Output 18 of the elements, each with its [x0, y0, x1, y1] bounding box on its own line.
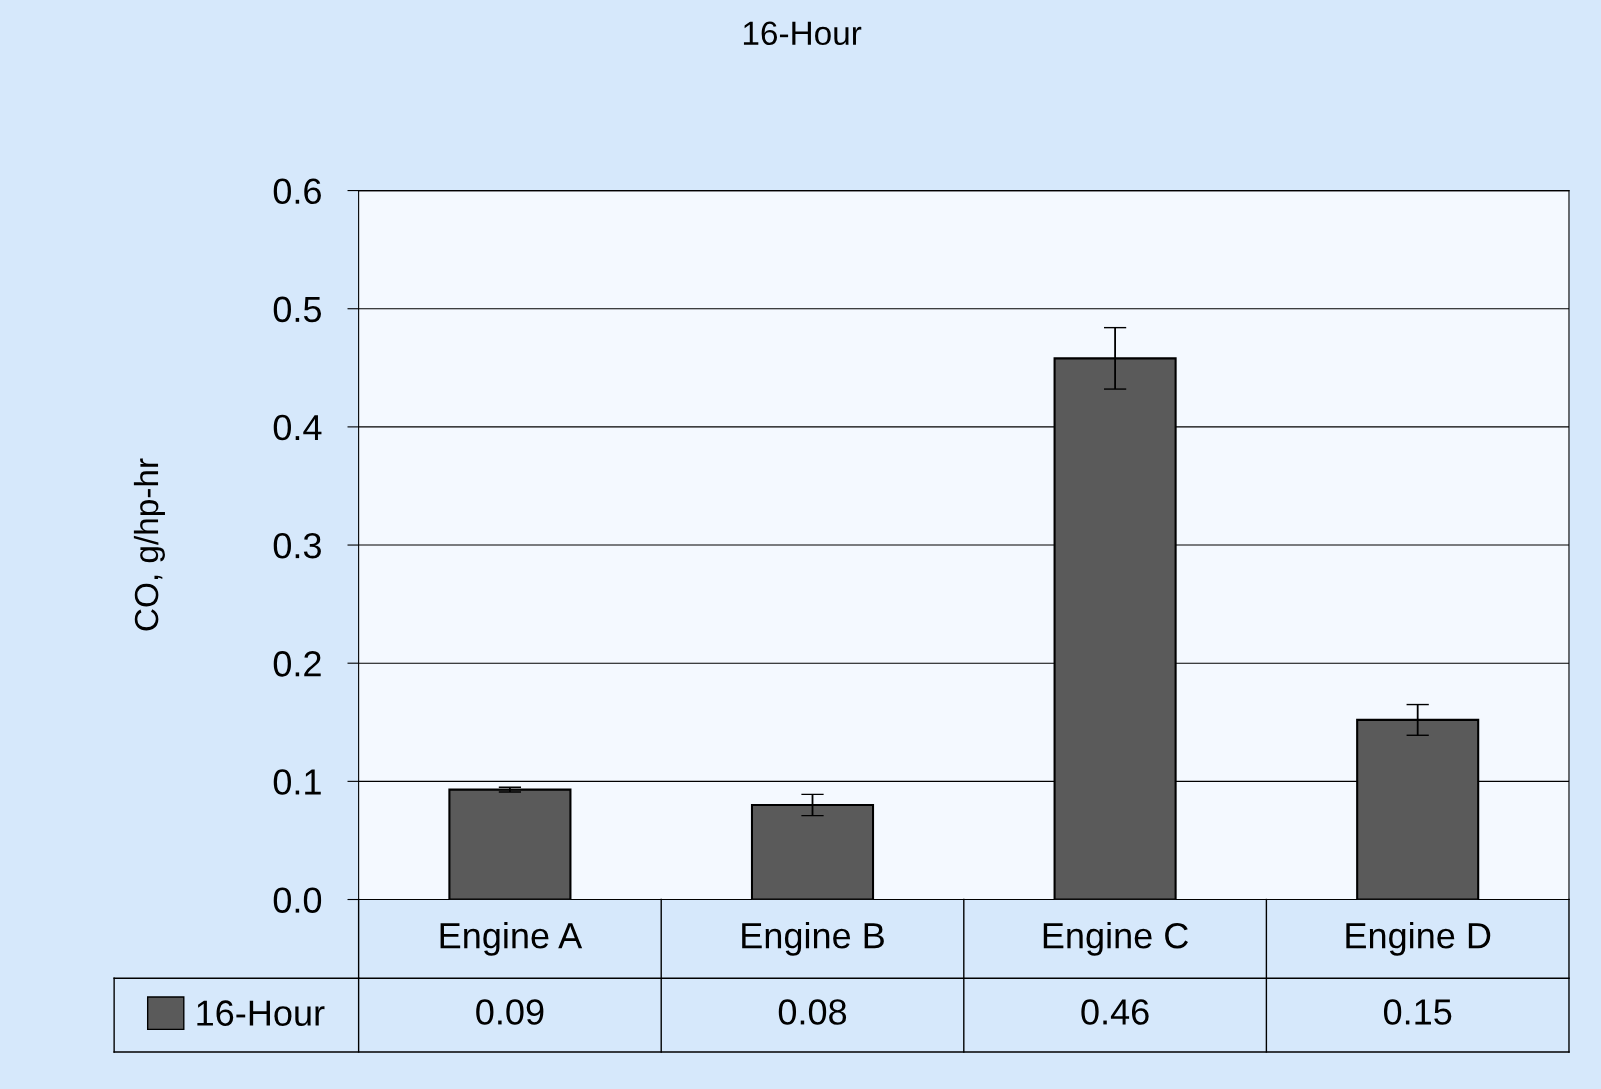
- data-label: 0.46: [1081, 999, 1149, 1025]
- x-tick-label: Engine B: [742, 922, 884, 956]
- y-tick-label: 0.1: [273, 769, 321, 795]
- data-label: 0.15: [1383, 999, 1452, 1025]
- y-tick-label: 0.3: [273, 532, 321, 559]
- y-tick-label: 0.0: [273, 887, 322, 913]
- data-label: 0.08: [778, 999, 847, 1025]
- chart-title: 16-Hour: [743, 21, 862, 46]
- y-tick-label: 0.5: [273, 296, 321, 323]
- y-axis-title: CO, g/hp-hr: [133, 458, 165, 631]
- legend-label: 16-Hour: [197, 1000, 325, 1026]
- y-tick-label: 0.2: [273, 651, 321, 677]
- x-tick-label: Engine A: [440, 922, 583, 956]
- data-label: 0.09: [476, 999, 544, 1025]
- y-tick-label: 0.4: [273, 414, 322, 441]
- x-tick-label: Engine C: [1043, 922, 1188, 956]
- x-tick-label: Engine D: [1346, 922, 1491, 956]
- y-tick-label: 0.6: [273, 178, 321, 205]
